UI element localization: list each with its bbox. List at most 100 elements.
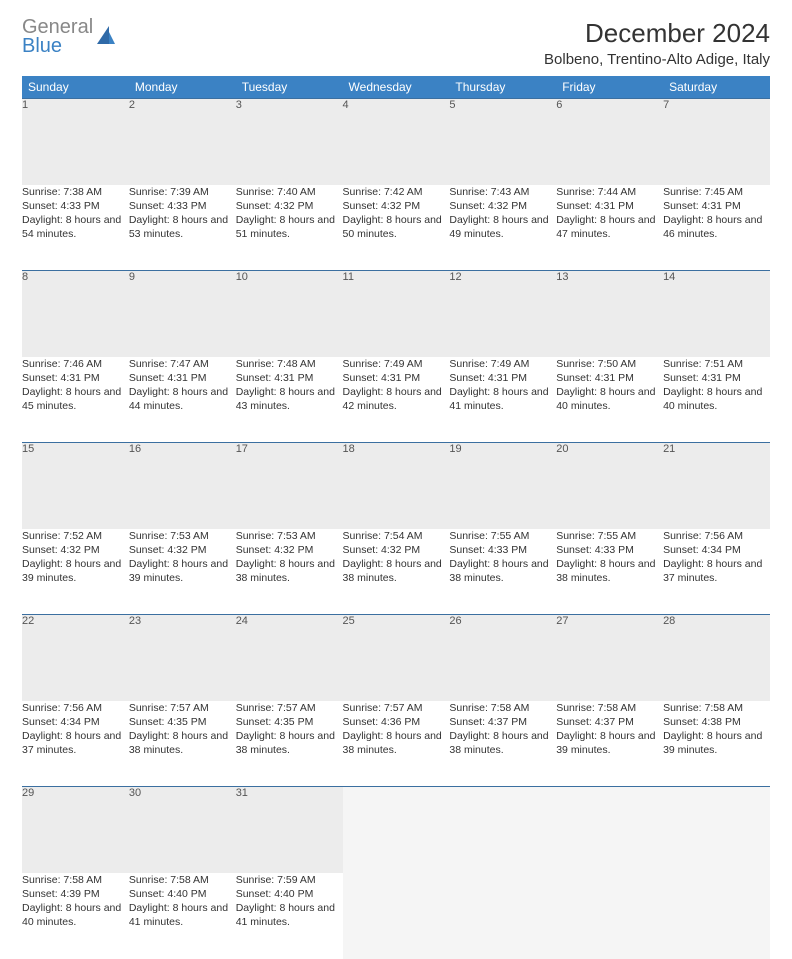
day-info-cell: Sunrise: 7:47 AMSunset: 4:31 PMDaylight:… <box>129 357 236 443</box>
sunrise-text: Sunrise: 7:47 AM <box>129 357 236 371</box>
daylight-text: Daylight: 8 hours and 40 minutes. <box>556 385 663 413</box>
daylight-text: Daylight: 8 hours and 53 minutes. <box>129 213 236 241</box>
sunset-text: Sunset: 4:40 PM <box>236 887 343 901</box>
sunset-text: Sunset: 4:32 PM <box>236 199 343 213</box>
sunrise-text: Sunrise: 7:56 AM <box>22 701 129 715</box>
day-info-cell: Sunrise: 7:59 AMSunset: 4:40 PMDaylight:… <box>236 873 343 959</box>
sunset-text: Sunset: 4:35 PM <box>236 715 343 729</box>
day-info-cell: Sunrise: 7:54 AMSunset: 4:32 PMDaylight:… <box>343 529 450 615</box>
daylight-text: Daylight: 8 hours and 47 minutes. <box>556 213 663 241</box>
sunset-text: Sunset: 4:32 PM <box>343 543 450 557</box>
daylight-text: Daylight: 8 hours and 46 minutes. <box>663 213 770 241</box>
daylight-text: Daylight: 8 hours and 38 minutes. <box>236 729 343 757</box>
day-info-row: Sunrise: 7:58 AMSunset: 4:39 PMDaylight:… <box>22 873 770 959</box>
day-number-row: 1234567 <box>22 99 770 185</box>
daylight-text: Daylight: 8 hours and 41 minutes. <box>129 901 236 929</box>
sunset-text: Sunset: 4:33 PM <box>449 543 556 557</box>
sunset-text: Sunset: 4:31 PM <box>129 371 236 385</box>
calendar-body: 1234567Sunrise: 7:38 AMSunset: 4:33 PMDa… <box>22 99 770 959</box>
day-number-row: 15161718192021 <box>22 443 770 529</box>
day-number-cell: 14 <box>663 271 770 357</box>
weekday-header: Wednesday <box>343 76 450 99</box>
day-number-cell: 12 <box>449 271 556 357</box>
header: General Blue December 2024 Bolbeno, Tren… <box>22 18 770 68</box>
brand-line2: Blue <box>22 37 93 56</box>
day-number-cell: 26 <box>449 615 556 701</box>
day-number-cell: 2 <box>129 99 236 185</box>
sunrise-text: Sunrise: 7:40 AM <box>236 185 343 199</box>
sunset-text: Sunset: 4:34 PM <box>663 543 770 557</box>
weekday-header-row: Sunday Monday Tuesday Wednesday Thursday… <box>22 76 770 99</box>
day-number-cell: 25 <box>343 615 450 701</box>
day-number-cell: 6 <box>556 99 663 185</box>
daylight-text: Daylight: 8 hours and 39 minutes. <box>129 557 236 585</box>
day-number-row: 22232425262728 <box>22 615 770 701</box>
day-number-cell: 3 <box>236 99 343 185</box>
day-number-cell: 4 <box>343 99 450 185</box>
daylight-text: Daylight: 8 hours and 45 minutes. <box>22 385 129 413</box>
day-number-cell: 13 <box>556 271 663 357</box>
day-number-cell: 11 <box>343 271 450 357</box>
day-info-cell: Sunrise: 7:58 AMSunset: 4:40 PMDaylight:… <box>129 873 236 959</box>
sunrise-text: Sunrise: 7:44 AM <box>556 185 663 199</box>
day-number-cell: 19 <box>449 443 556 529</box>
day-info-cell: Sunrise: 7:58 AMSunset: 4:37 PMDaylight:… <box>449 701 556 787</box>
sunrise-text: Sunrise: 7:46 AM <box>22 357 129 371</box>
daylight-text: Daylight: 8 hours and 38 minutes. <box>449 557 556 585</box>
sunset-text: Sunset: 4:31 PM <box>449 371 556 385</box>
sunset-text: Sunset: 4:31 PM <box>343 371 450 385</box>
day-info-cell: Sunrise: 7:46 AMSunset: 4:31 PMDaylight:… <box>22 357 129 443</box>
day-number-cell: 30 <box>129 787 236 873</box>
daylight-text: Daylight: 8 hours and 40 minutes. <box>22 901 129 929</box>
day-info-cell: Sunrise: 7:58 AMSunset: 4:37 PMDaylight:… <box>556 701 663 787</box>
day-info-cell: Sunrise: 7:51 AMSunset: 4:31 PMDaylight:… <box>663 357 770 443</box>
day-number-cell: 8 <box>22 271 129 357</box>
day-number-cell: 31 <box>236 787 343 873</box>
sunrise-text: Sunrise: 7:53 AM <box>236 529 343 543</box>
daylight-text: Daylight: 8 hours and 38 minutes. <box>129 729 236 757</box>
daylight-text: Daylight: 8 hours and 38 minutes. <box>556 557 663 585</box>
daylight-text: Daylight: 8 hours and 38 minutes. <box>449 729 556 757</box>
daylight-text: Daylight: 8 hours and 50 minutes. <box>343 213 450 241</box>
daylight-text: Daylight: 8 hours and 49 minutes. <box>449 213 556 241</box>
day-info-cell: Sunrise: 7:53 AMSunset: 4:32 PMDaylight:… <box>129 529 236 615</box>
sunset-text: Sunset: 4:31 PM <box>556 371 663 385</box>
calendar-table: Sunday Monday Tuesday Wednesday Thursday… <box>22 76 770 959</box>
sunrise-text: Sunrise: 7:49 AM <box>449 357 556 371</box>
daylight-text: Daylight: 8 hours and 41 minutes. <box>236 901 343 929</box>
day-info-cell: Sunrise: 7:52 AMSunset: 4:32 PMDaylight:… <box>22 529 129 615</box>
day-info-cell: Sunrise: 7:58 AMSunset: 4:39 PMDaylight:… <box>22 873 129 959</box>
sunrise-text: Sunrise: 7:51 AM <box>663 357 770 371</box>
day-number-row: 891011121314 <box>22 271 770 357</box>
sunrise-text: Sunrise: 7:57 AM <box>343 701 450 715</box>
sunset-text: Sunset: 4:31 PM <box>663 371 770 385</box>
day-number-cell <box>449 787 556 873</box>
day-number-cell: 16 <box>129 443 236 529</box>
day-info-cell <box>449 873 556 959</box>
location: Bolbeno, Trentino-Alto Adige, Italy <box>544 51 770 68</box>
day-number-cell: 5 <box>449 99 556 185</box>
day-info-cell: Sunrise: 7:45 AMSunset: 4:31 PMDaylight:… <box>663 185 770 271</box>
weekday-header: Thursday <box>449 76 556 99</box>
day-info-cell: Sunrise: 7:55 AMSunset: 4:33 PMDaylight:… <box>449 529 556 615</box>
day-info-cell: Sunrise: 7:48 AMSunset: 4:31 PMDaylight:… <box>236 357 343 443</box>
day-number-cell <box>343 787 450 873</box>
sunset-text: Sunset: 4:38 PM <box>663 715 770 729</box>
day-number-cell: 29 <box>22 787 129 873</box>
daylight-text: Daylight: 8 hours and 37 minutes. <box>663 557 770 585</box>
brand-sail-icon <box>95 24 117 50</box>
sunset-text: Sunset: 4:33 PM <box>129 199 236 213</box>
sunrise-text: Sunrise: 7:57 AM <box>236 701 343 715</box>
weekday-header: Friday <box>556 76 663 99</box>
sunset-text: Sunset: 4:37 PM <box>449 715 556 729</box>
day-info-cell <box>663 873 770 959</box>
month-title: December 2024 <box>544 18 770 49</box>
sunset-text: Sunset: 4:31 PM <box>22 371 129 385</box>
day-number-cell: 24 <box>236 615 343 701</box>
day-number-cell: 1 <box>22 99 129 185</box>
day-number-cell: 7 <box>663 99 770 185</box>
weekday-header: Tuesday <box>236 76 343 99</box>
sunrise-text: Sunrise: 7:42 AM <box>343 185 450 199</box>
sunrise-text: Sunrise: 7:57 AM <box>129 701 236 715</box>
day-info-row: Sunrise: 7:52 AMSunset: 4:32 PMDaylight:… <box>22 529 770 615</box>
